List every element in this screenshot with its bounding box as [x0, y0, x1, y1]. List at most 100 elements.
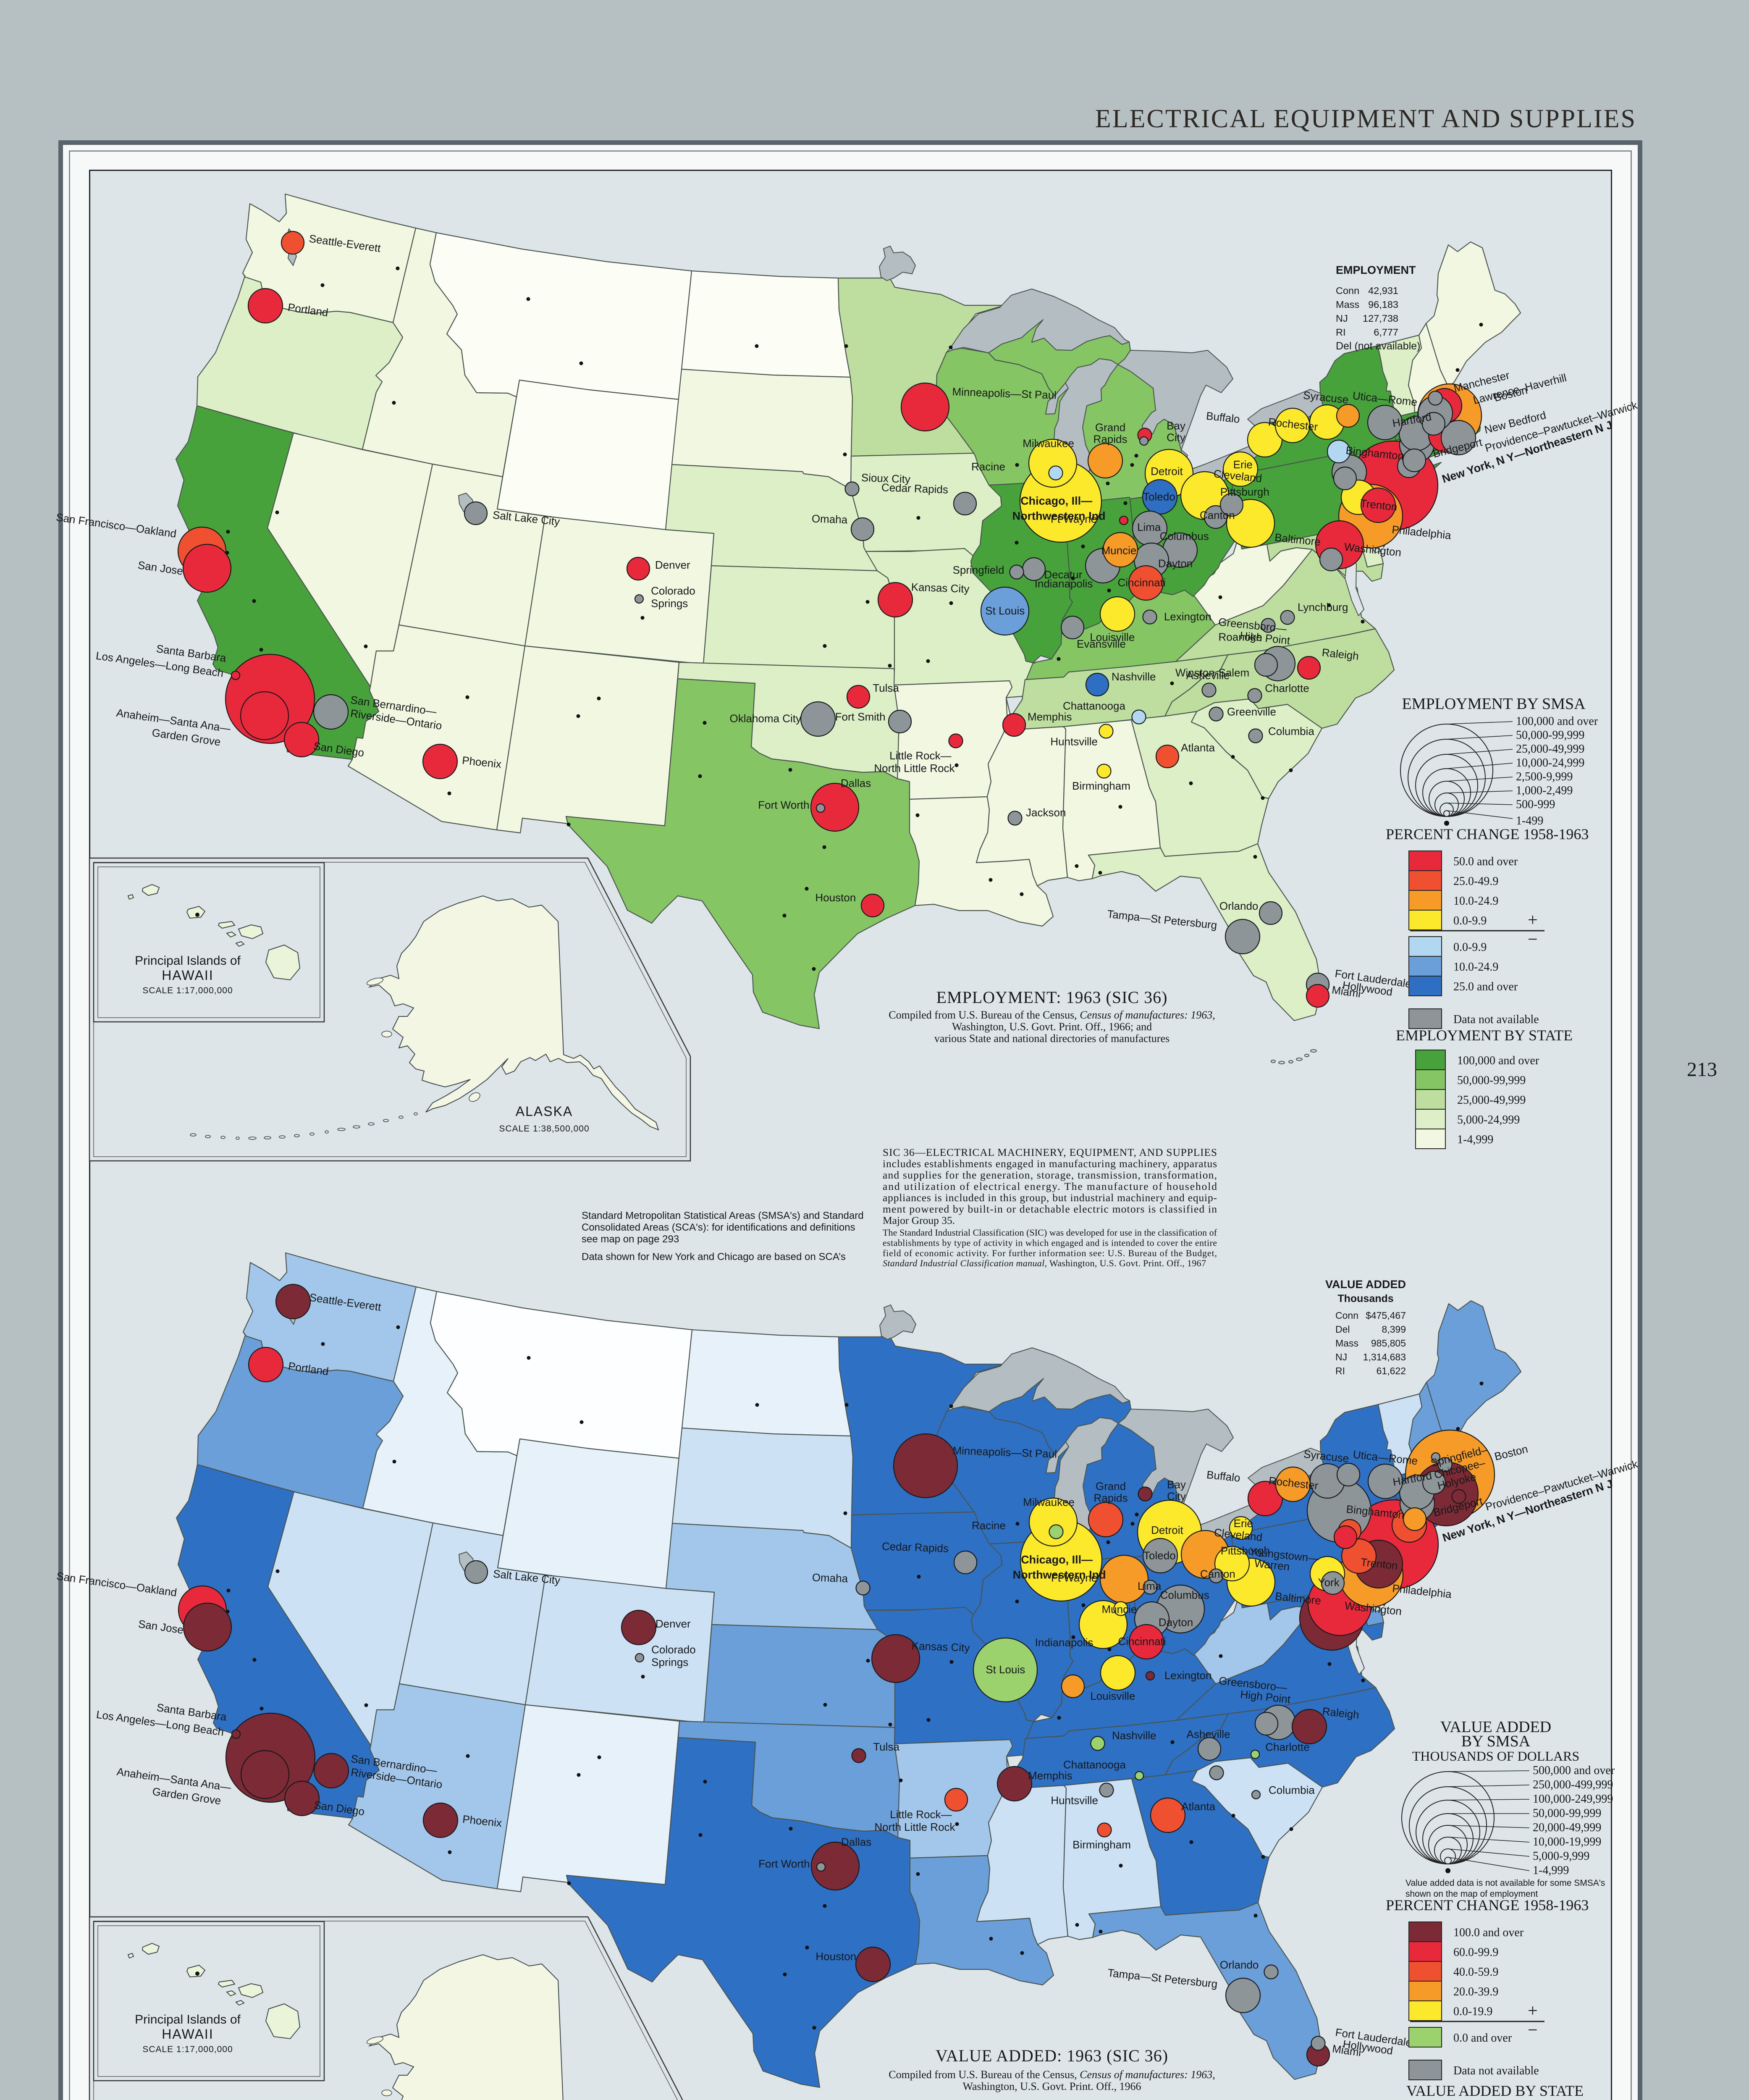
svg-text:Standard Industrial Classifica: Standard Industrial Classification manua… — [883, 1258, 1206, 1268]
svg-text:Asheville: Asheville — [1186, 669, 1230, 682]
svg-text:Tulsa: Tulsa — [873, 682, 899, 694]
svg-text:+: + — [1528, 911, 1538, 930]
svg-text:Lima: Lima — [1138, 1580, 1162, 1592]
svg-text:NJ: NJ — [1336, 313, 1348, 324]
svg-text:Compiled from U.S. Bureau of t: Compiled from U.S. Bureau of the Census,… — [889, 1009, 1215, 1021]
svg-text:EMPLOYMENT BY STATE: EMPLOYMENT BY STATE — [1396, 1027, 1573, 1044]
svg-text:Huntsville: Huntsville — [1050, 735, 1098, 748]
svg-text:Asheville: Asheville — [1187, 1728, 1230, 1740]
svg-text:Colorado: Colorado — [651, 585, 695, 597]
svg-text:Colorado: Colorado — [651, 1643, 696, 1656]
svg-text:Lima: Lima — [1137, 521, 1161, 533]
svg-text:Chicago, Ill—: Chicago, Ill— — [1020, 495, 1092, 507]
svg-text:Denver: Denver — [656, 1617, 691, 1630]
svg-text:Memphis: Memphis — [1028, 1769, 1072, 1782]
svg-text:shown on the map of employment: shown on the map of employment — [1405, 1889, 1538, 1899]
svg-text:North Little Rock: North Little Rock — [874, 1821, 955, 1833]
svg-text:0.0 and over: 0.0 and over — [1453, 2032, 1512, 2045]
svg-text:500,000 and over: 500,000 and over — [1533, 1764, 1615, 1777]
svg-text:Milwaukee: Milwaukee — [1023, 1496, 1075, 1509]
svg-text:SCALE 1:17,000,000: SCALE 1:17,000,000 — [142, 2045, 233, 2054]
svg-text:Toledo: Toledo — [1143, 1549, 1176, 1562]
svg-text:500-999: 500-999 — [1516, 798, 1555, 811]
svg-text:Omaha: Omaha — [812, 1571, 848, 1585]
svg-text:5,000-24,999: 5,000-24,999 — [1457, 1113, 1520, 1126]
svg-text:1,000-2,499: 1,000-2,499 — [1516, 784, 1573, 797]
svg-text:0.0-9.9: 0.0-9.9 — [1453, 914, 1487, 927]
svg-text:8,399: 8,399 — [1382, 1324, 1406, 1335]
svg-text:Principal Islands of: Principal Islands of — [135, 954, 241, 968]
svg-text:Charlotte: Charlotte — [1265, 682, 1309, 695]
svg-text:213: 213 — [1687, 1058, 1717, 1081]
svg-text:Cedar Rapids: Cedar Rapids — [881, 1540, 949, 1555]
svg-text:Bay: Bay — [1167, 1478, 1186, 1491]
svg-text:Cincinnati: Cincinnati — [1118, 576, 1166, 589]
svg-text:Canton: Canton — [1200, 1567, 1235, 1580]
svg-text:Mass: Mass — [1336, 299, 1359, 310]
svg-text:985,805: 985,805 — [1371, 1338, 1406, 1349]
svg-text:1-4,999: 1-4,999 — [1457, 1133, 1493, 1146]
svg-text:Columbus: Columbus — [1160, 530, 1209, 543]
svg-text:City: City — [1167, 1490, 1186, 1502]
svg-text:Grand: Grand — [1095, 421, 1125, 434]
svg-text:Lexington: Lexington — [1164, 610, 1211, 623]
svg-text:10,000-24,999: 10,000-24,999 — [1516, 756, 1584, 769]
svg-text:Del (not available): Del (not available) — [1336, 340, 1421, 352]
svg-text:ALASKA: ALASKA — [516, 1104, 573, 1119]
svg-text:Kansas City: Kansas City — [911, 1639, 970, 1654]
svg-text:10.0-24.9: 10.0-24.9 — [1453, 895, 1498, 908]
svg-text:−: − — [1528, 930, 1538, 949]
svg-text:Columbus: Columbus — [1160, 1589, 1209, 1601]
svg-text:Atlanta: Atlanta — [1181, 1800, 1215, 1813]
svg-text:Conn: Conn — [1335, 1310, 1358, 1321]
svg-text:PERCENT CHANGE 1958-1963: PERCENT CHANGE 1958-1963 — [1386, 826, 1589, 843]
svg-text:St Louis: St Louis — [985, 604, 1025, 617]
svg-text:0.0-9.9: 0.0-9.9 — [1453, 941, 1487, 954]
svg-text:RI: RI — [1336, 327, 1346, 338]
svg-text:0.0-19.9: 0.0-19.9 — [1453, 2005, 1492, 2018]
svg-text:Dayton: Dayton — [1158, 557, 1193, 570]
svg-text:Washington, U.S. Govt. Print.: Washington, U.S. Govt. Print. Off., 1966… — [952, 1021, 1152, 1033]
svg-text:includes establishments engage: includes establishments engaged in manuf… — [883, 1158, 1217, 1170]
svg-text:Racine: Racine — [972, 1519, 1006, 1532]
svg-text:Cincinnati: Cincinnati — [1118, 1635, 1166, 1648]
svg-text:Orlando: Orlando — [1220, 1958, 1259, 1971]
svg-text:Fort Worth: Fort Worth — [758, 1858, 810, 1870]
svg-text:VALUE ADDED: 1963 (SIC 36): VALUE ADDED: 1963 (SIC 36) — [936, 2046, 1168, 2065]
svg-text:Columbia: Columbia — [1268, 725, 1314, 738]
svg-text:Compiled from U.S. Bureau of t: Compiled from U.S. Bureau of the Census,… — [889, 2068, 1215, 2081]
svg-text:Atlanta: Atlanta — [1181, 741, 1215, 754]
svg-text:100,000-249,999: 100,000-249,999 — [1533, 1793, 1613, 1806]
svg-text:2,500-9,999: 2,500-9,999 — [1516, 770, 1573, 783]
svg-text:Louisville: Louisville — [1090, 631, 1135, 643]
svg-text:Decatur: Decatur — [1044, 568, 1082, 581]
svg-text:Lexington: Lexington — [1164, 1669, 1212, 1682]
svg-text:100.0 and over: 100.0 and over — [1453, 1926, 1524, 1939]
svg-text:Rapids: Rapids — [1093, 433, 1128, 446]
svg-text:and supplies for the generatio: and supplies for the generation, storage… — [883, 1169, 1217, 1181]
svg-text:25,000-49,999: 25,000-49,999 — [1457, 1094, 1526, 1107]
svg-text:Lynchburg: Lynchburg — [1298, 601, 1348, 613]
svg-text:Ft Wayne: Ft Wayne — [1051, 1572, 1097, 1584]
svg-text:SCALE 1:17,000,000: SCALE 1:17,000,000 — [142, 986, 233, 995]
svg-text:Chattanooga: Chattanooga — [1063, 1758, 1126, 1771]
svg-text:50,000-99,999: 50,000-99,999 — [1457, 1074, 1526, 1087]
svg-text:+: + — [1528, 2001, 1538, 2021]
svg-text:and utilization of electrical: and utilization of electrical energy. Th… — [883, 1180, 1217, 1192]
svg-text:Denver: Denver — [655, 559, 690, 571]
svg-text:EMPLOYMENT BY SMSA: EMPLOYMENT BY SMSA — [1402, 695, 1586, 713]
svg-text:Little Rock—: Little Rock— — [889, 749, 951, 762]
svg-text:Louisville: Louisville — [1090, 1690, 1135, 1702]
svg-text:Winston-Salem: Winston-Salem — [1175, 667, 1249, 679]
svg-text:Northwestern Ind: Northwestern Ind — [1013, 1569, 1106, 1581]
svg-text:Omaha: Omaha — [811, 512, 848, 526]
svg-text:VALUE ADDED: VALUE ADDED — [1325, 1278, 1406, 1291]
svg-text:Muncie: Muncie — [1101, 544, 1137, 556]
svg-text:Little Rock—: Little Rock— — [890, 1808, 952, 1821]
svg-text:Kansas City: Kansas City — [911, 580, 970, 595]
svg-text:96,183: 96,183 — [1368, 299, 1398, 310]
svg-text:Toledo: Toledo — [1143, 490, 1175, 503]
svg-text:SCALE 1:38,500,000: SCALE 1:38,500,000 — [499, 1124, 589, 1134]
svg-text:Memphis: Memphis — [1028, 711, 1072, 723]
svg-text:Birmingham: Birmingham — [1072, 1838, 1131, 1851]
